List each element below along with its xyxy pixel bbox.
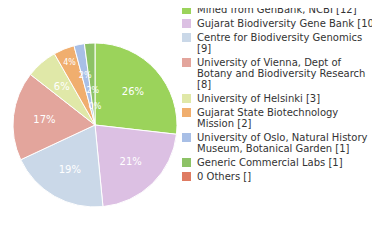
html-text:Centre for Biodiversity Genomi: Centre for Biodiversity Genomics [9]	[197, 32, 363, 54]
svg-text:2%: 2%	[79, 71, 92, 80]
svg-text:21%: 21%	[120, 156, 142, 167]
html-text:University of Vienna, Dept of: University of Vienna, Dept of Botany and…	[197, 57, 366, 90]
svg-text:6%: 6%	[54, 81, 70, 92]
html-text:University of Oslo, Natural Hi: University of Oslo, Natural History Muse…	[197, 132, 368, 154]
svg-text:26%: 26%	[122, 86, 144, 97]
svg-text:17%: 17%	[33, 114, 55, 125]
html-text:Gujarat State Biotechnology Mi: Gujarat State Biotechnology Mission [2]	[197, 107, 339, 129]
html-text:Generic Commercial Labs [1]: Generic Commercial Labs [1]	[197, 157, 343, 168]
svg-text:0%: 0%	[89, 102, 102, 111]
html-text:Gujarat Biodiversity Gene Bank: Gujarat Biodiversity Gene Bank [10]	[197, 18, 378, 29]
html-text:University of Helsinki [3]: University of Helsinki [3]	[197, 93, 321, 104]
svg-text:2%: 2%	[86, 86, 99, 95]
html-text:0 Others []: 0 Others []	[197, 171, 252, 182]
svg-text:4%: 4%	[63, 58, 76, 67]
html-text:Mined from GenBank, NCBI [12]: Mined from GenBank, NCBI [12]	[197, 4, 357, 15]
svg-text:19%: 19%	[59, 164, 81, 175]
